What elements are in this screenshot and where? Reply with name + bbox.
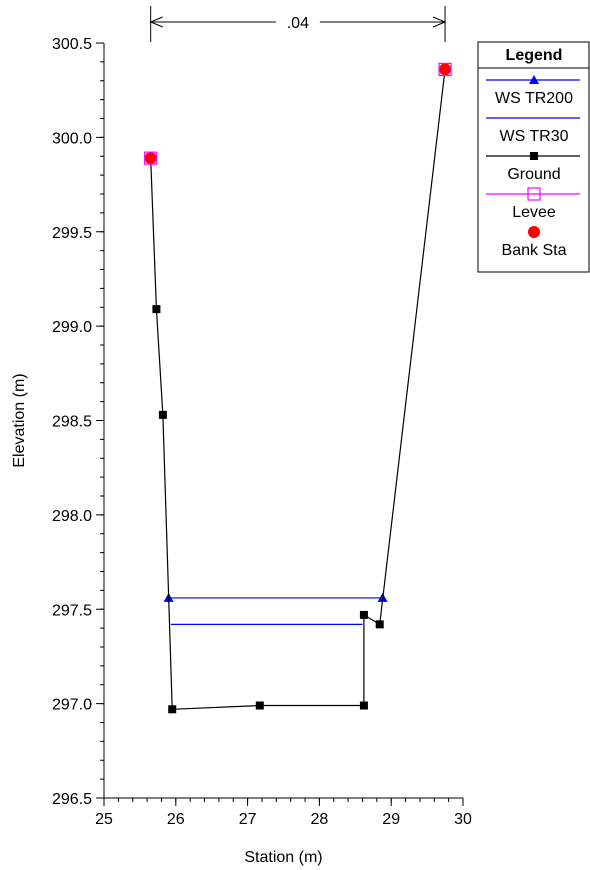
y-tick-label: 299.0 (52, 319, 92, 336)
legend: Legend WS TR200 WS TR30 Ground Levee Bank St… (477, 41, 590, 273)
y-tick-label: 297.5 (52, 602, 92, 619)
legend-label: Ground (507, 166, 560, 183)
data-point-levee (438, 62, 452, 77)
data-point-ground (152, 305, 161, 314)
legend-entry-ws-tr200: WS TR200 (486, 75, 580, 107)
annotation-label: .04 (287, 15, 309, 32)
x-tick-label: 30 (454, 811, 472, 828)
annotation-right-arrowhead (432, 16, 447, 28)
data-point-levee (144, 151, 158, 165)
data-point-ground (158, 410, 167, 419)
legend-label: WS TR30 (499, 128, 568, 145)
legend-swatch-marker (530, 152, 538, 160)
legend-label: Bank Sta (502, 242, 567, 259)
y-tick-label: 300.5 (52, 36, 92, 53)
x-tick-label: 25 (95, 811, 113, 828)
series-line-ground (150, 69, 446, 710)
data-point-ground (255, 701, 264, 710)
data-point-ground (375, 620, 384, 629)
data-point-ground (168, 705, 177, 714)
y-tick-label: 300.0 (52, 130, 92, 147)
data-point-bank-sta (144, 152, 157, 165)
data-point-bank-sta (439, 63, 452, 76)
x-tick-label: 26 (167, 811, 185, 828)
legend-swatch-marker (527, 187, 541, 201)
series-ground (146, 65, 450, 714)
x-tick-label: 28 (311, 811, 329, 828)
legend-entries: WS TR200 WS TR30 Ground Levee Bank Sta (486, 75, 580, 259)
y-tick-label: 298.5 (52, 414, 92, 431)
series-bank-sta (144, 63, 452, 165)
n-value-annotation: .04 (149, 6, 447, 42)
series-levee (144, 62, 452, 165)
legend-entry-ground: Ground (486, 152, 580, 183)
y-tick-label: 299.5 (52, 225, 92, 242)
x-axis-title: Station (m) (244, 849, 322, 866)
x-tick-label: 29 (382, 811, 400, 828)
legend-swatch-marker (528, 226, 540, 238)
y-tick-label: 297.0 (52, 697, 92, 714)
y-tick-label: 296.5 (52, 791, 92, 808)
y-axis-title: Elevation (m) (11, 373, 28, 467)
legend-entry-bank-sta: Bank Sta (502, 226, 567, 259)
legend-swatch-marker (529, 75, 539, 84)
data-point-ground (359, 701, 368, 710)
legend-label: Levee (512, 204, 556, 221)
legend-label: WS TR200 (495, 90, 573, 107)
annotation-left-arrowhead (149, 16, 163, 28)
data-point-ground (359, 610, 368, 619)
y-tick-label: 298.0 (52, 508, 92, 525)
legend-entry-levee: Levee (486, 187, 580, 221)
x-tick-label: 27 (239, 811, 257, 828)
series-ws-tr200 (163, 592, 388, 602)
legend-title: Legend (506, 47, 563, 64)
legend-entry-ws-tr30: WS TR30 (486, 117, 580, 145)
plot-series (144, 62, 452, 714)
axes: 296.5 297.0 297.5 298.0 298.5 299.0 299.5 300.0… (52, 36, 472, 828)
